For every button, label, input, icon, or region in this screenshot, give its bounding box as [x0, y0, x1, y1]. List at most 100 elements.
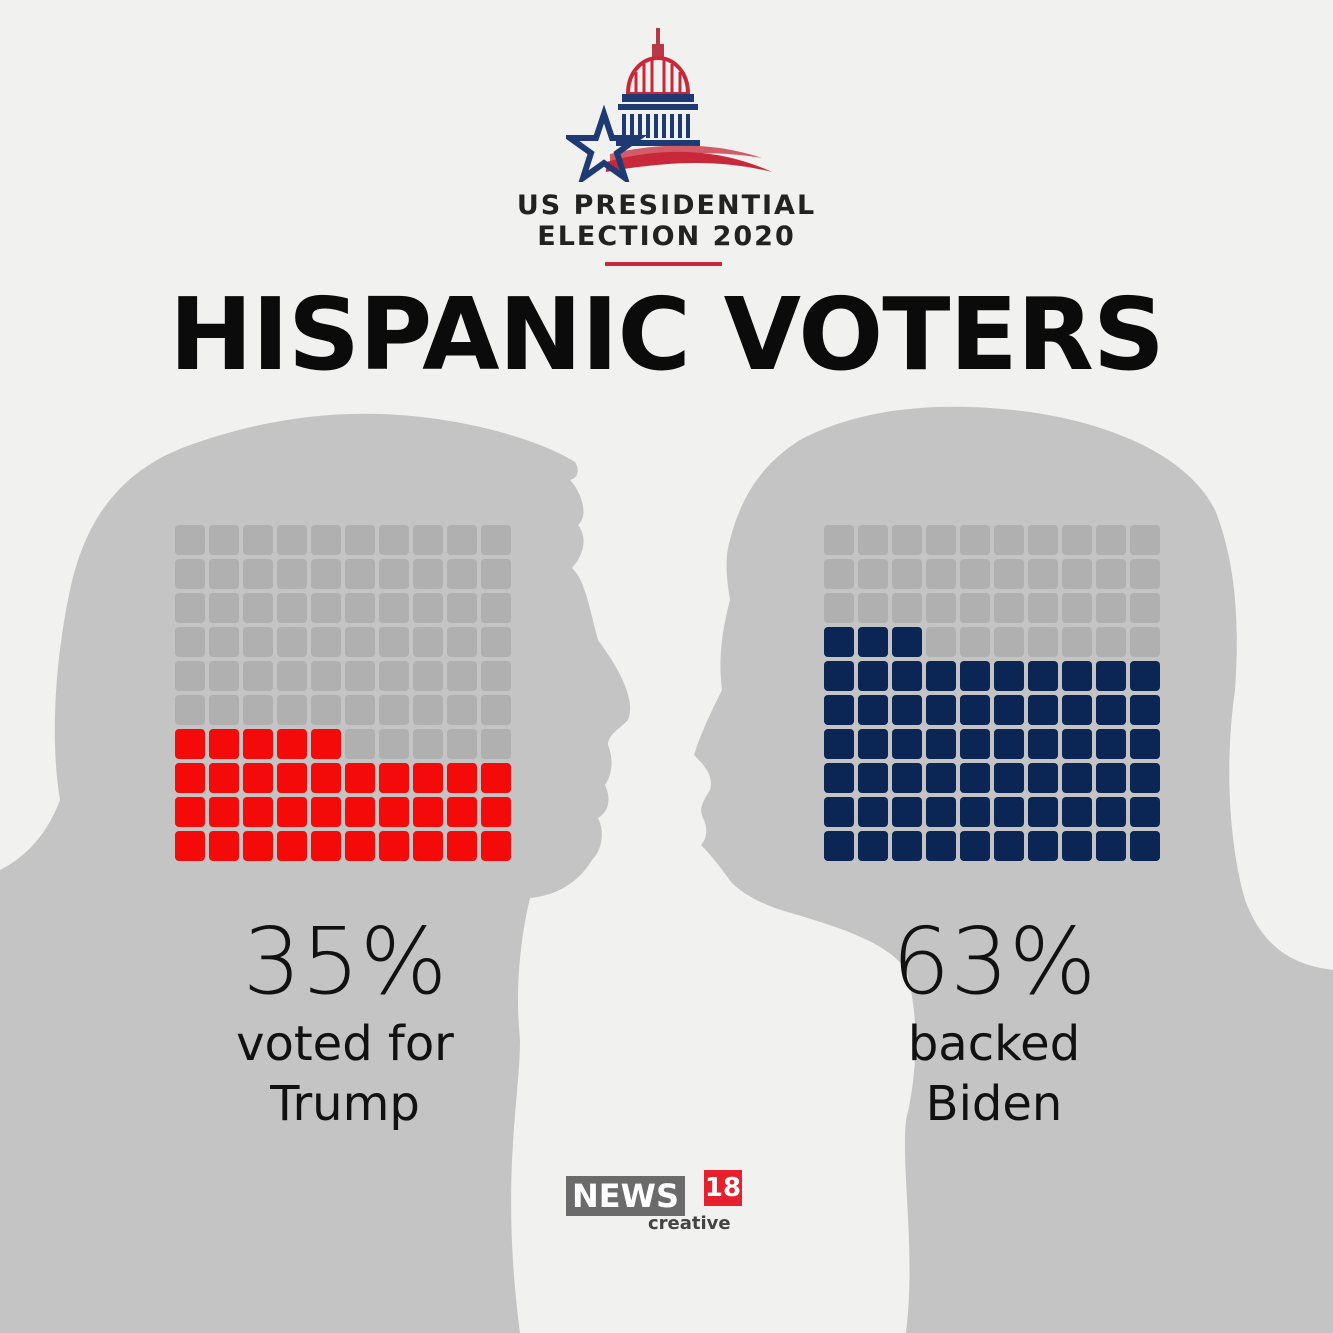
waffle-cell-filled	[175, 729, 205, 759]
waffle-cell-empty	[243, 695, 273, 725]
waffle-cell-empty	[1096, 627, 1126, 657]
waffle-cell-empty	[481, 525, 511, 555]
waffle-cell-filled	[994, 831, 1024, 861]
waffle-cell-empty	[209, 525, 239, 555]
waffle-cell-empty	[311, 525, 341, 555]
waffle-cell-empty	[1062, 559, 1092, 589]
waffle-cell-empty	[892, 593, 922, 623]
waffle-cell-empty	[1130, 525, 1160, 555]
waffle-cell-filled	[1096, 763, 1126, 793]
biden-caption-line2: Biden	[925, 1076, 1063, 1132]
waffle-cell-filled	[1096, 797, 1126, 827]
waffle-cell-empty	[379, 729, 409, 759]
biden-caption-line1: backed	[907, 1016, 1081, 1072]
waffle-cell-empty	[926, 559, 956, 589]
waffle-cell-empty	[1130, 559, 1160, 589]
trump-caption: voted for Trump	[145, 1014, 545, 1134]
trump-caption-line1: voted for	[236, 1016, 454, 1072]
waffle-cell-filled	[379, 797, 409, 827]
waffle-cell-filled	[209, 763, 239, 793]
waffle-cell-filled	[1130, 661, 1160, 691]
waffle-cell-empty	[311, 695, 341, 725]
waffle-cell-filled	[926, 763, 956, 793]
waffle-cell-filled	[1028, 831, 1058, 861]
waffle-cell-empty	[311, 593, 341, 623]
waffle-cell-empty	[175, 559, 205, 589]
waffle-cell-filled	[1096, 661, 1126, 691]
waffle-cell-empty	[345, 661, 375, 691]
waffle-cell-filled	[892, 695, 922, 725]
waffle-cell-filled	[960, 797, 990, 827]
waffle-cell-filled	[892, 729, 922, 759]
waffle-cell-filled	[1130, 763, 1160, 793]
waffle-cell-filled	[1096, 831, 1126, 861]
star-icon	[566, 104, 648, 182]
waffle-cell-empty	[447, 627, 477, 657]
waffle-cell-filled	[994, 763, 1024, 793]
waffle-cell-filled	[413, 797, 443, 827]
waffle-cell-filled	[824, 695, 854, 725]
waffle-cell-filled	[209, 831, 239, 861]
waffle-cell-filled	[277, 797, 307, 827]
waffle-cell-filled	[481, 831, 511, 861]
waffle-cell-filled	[824, 763, 854, 793]
biden-caption: backed Biden	[794, 1014, 1194, 1134]
waffle-cell-filled	[1028, 729, 1058, 759]
brand-sub: creative	[648, 1213, 731, 1234]
brand-number: 18	[704, 1170, 742, 1206]
waffle-cell-empty	[311, 661, 341, 691]
brand-name: NEWS	[566, 1176, 685, 1216]
waffle-cell-filled	[1130, 695, 1160, 725]
header-kicker-line1: US PRESIDENTIAL	[516, 190, 817, 221]
waffle-cell-empty	[447, 593, 477, 623]
waffle-cell-filled	[1062, 695, 1092, 725]
waffle-cell-filled	[1096, 695, 1126, 725]
waffle-cell-filled	[824, 729, 854, 759]
waffle-cell-filled	[960, 831, 990, 861]
waffle-cell-filled	[243, 729, 273, 759]
waffle-cell-empty	[175, 695, 205, 725]
waffle-cell-empty	[175, 661, 205, 691]
header-divider	[605, 262, 722, 266]
waffle-cell-empty	[277, 627, 307, 657]
news18-logo: NEWS 18 creative	[566, 1170, 746, 1234]
waffle-cell-empty	[1096, 525, 1126, 555]
waffle-cell-empty	[447, 661, 477, 691]
waffle-cell-empty	[413, 729, 443, 759]
waffle-cell-empty	[1096, 559, 1126, 589]
waffle-cell-filled	[209, 729, 239, 759]
waffle-cell-filled	[379, 763, 409, 793]
waffle-cell-filled	[277, 729, 307, 759]
waffle-cell-filled	[960, 695, 990, 725]
waffle-cell-empty	[379, 593, 409, 623]
waffle-cell-filled	[311, 831, 341, 861]
waffle-cell-empty	[413, 627, 443, 657]
waffle-cell-empty	[277, 695, 307, 725]
trump-caption-line2: Trump	[270, 1076, 420, 1132]
waffle-cell-empty	[1130, 627, 1160, 657]
waffle-cell-empty	[413, 661, 443, 691]
waffle-cell-filled	[994, 729, 1024, 759]
waffle-cell-filled	[824, 797, 854, 827]
waffle-cell-empty	[345, 695, 375, 725]
waffle-cell-empty	[447, 695, 477, 725]
waffle-cell-empty	[858, 525, 888, 555]
waffle-cell-filled	[858, 695, 888, 725]
waffle-cell-empty	[481, 729, 511, 759]
waffle-cell-filled	[1028, 797, 1058, 827]
waffle-cell-filled	[858, 763, 888, 793]
waffle-cell-empty	[209, 695, 239, 725]
waffle-cell-filled	[926, 695, 956, 725]
waffle-cell-filled	[209, 797, 239, 827]
waffle-cell-filled	[243, 831, 273, 861]
waffle-cell-filled	[447, 763, 477, 793]
waffle-cell-filled	[858, 661, 888, 691]
waffle-cell-empty	[379, 695, 409, 725]
waffle-cell-empty	[1028, 593, 1058, 623]
waffle-cell-filled	[824, 831, 854, 861]
waffle-cell-empty	[926, 627, 956, 657]
waffle-cell-filled	[926, 729, 956, 759]
waffle-cell-filled	[175, 797, 205, 827]
waffle-cell-empty	[413, 525, 443, 555]
waffle-cell-filled	[994, 695, 1024, 725]
